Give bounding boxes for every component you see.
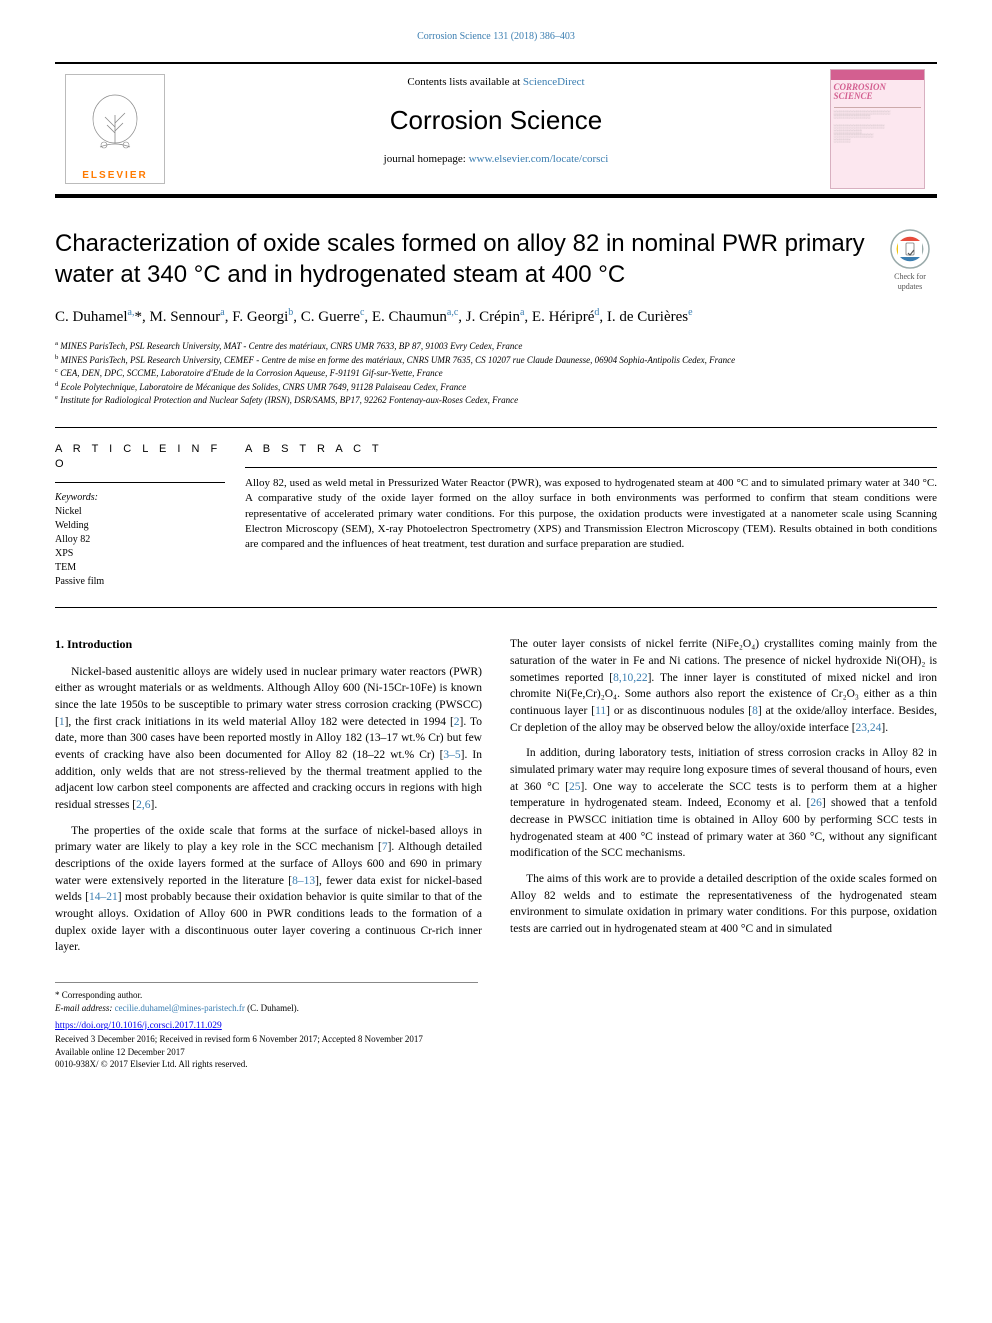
copyright-line: 0010-938X/ © 2017 Elsevier Ltd. All righ… [55,1058,937,1071]
citation-link[interactable]: 23,24 [856,722,882,734]
doi-link[interactable]: https://doi.org/10.1016/j.corsci.2017.11… [55,1021,222,1031]
citation-link[interactable]: 26 [810,797,822,809]
journal-homepage-link[interactable]: www.elsevier.com/locate/corsci [469,153,609,165]
body-paragraph: The properties of the oxide scale that f… [55,823,482,956]
citation-link[interactable]: 2 [454,716,460,728]
journal-cover-block: CORROSION SCIENCE ░░░░░░░░░░░░░░░░░░░░░░… [817,69,937,189]
homepage-prefix: journal homepage: [384,153,469,165]
affiliation-line: a MINES ParisTech, PSL Research Universi… [55,339,937,353]
abstract-heading: A B S T R A C T [245,442,937,457]
article-history: Received 3 December 2016; Received in re… [55,1033,937,1046]
info-abstract-row: A R T I C L E I N F O Keywords: NickelWe… [55,427,937,608]
journal-title: Corrosion Science [175,103,817,138]
elsevier-logo: ELSEVIER [65,74,165,184]
citation-link[interactable]: 8–13 [292,875,315,887]
sciencedirect-link[interactable]: ScienceDirect [523,76,585,88]
body-paragraph: The outer layer consists of nickel ferri… [510,636,937,736]
abstract-column: A B S T R A C T Alloy 82, used as weld m… [245,442,937,589]
citation-link[interactable]: 11 [595,705,606,717]
keyword-item: Nickel [55,505,225,519]
masthead: ELSEVIER Contents lists available at Sci… [55,62,937,198]
authors-line: C. Duhamela,*, M. Sennoura, F. Georgib, … [55,305,937,329]
keyword-item: Passive film [55,575,225,589]
section-1-heading: 1. Introduction [55,636,482,653]
contents-available-line: Contents lists available at ScienceDirec… [175,75,817,90]
check-for-updates-label: Check for updates [894,272,926,292]
keyword-item: XPS [55,547,225,561]
citation-link[interactable]: 8 [752,705,758,717]
citation-link[interactable]: 14–21 [89,891,118,903]
body-two-column: 1. Introduction Nickel-based austenitic … [55,636,937,956]
publisher-name: ELSEVIER [82,169,147,183]
citation-link[interactable]: 25 [569,781,581,793]
keyword-item: Alloy 82 [55,533,225,547]
affiliation-line: b MINES ParisTech, PSL Research Universi… [55,353,937,367]
email-suffix: (C. Duhamel). [245,1003,299,1013]
body-paragraph: The aims of this work are to provide a d… [510,871,937,938]
doi-line: https://doi.org/10.1016/j.corsci.2017.11… [55,1020,937,1033]
citation-link[interactable]: 2,6 [136,799,150,811]
cover-title-2: SCIENCE [834,92,921,101]
article-title: Characterization of oxide scales formed … [55,228,867,290]
article-info-heading: A R T I C L E I N F O [55,442,225,472]
corresponding-author-line: * Corresponding author. [55,989,478,1002]
body-paragraph: In addition, during laboratory tests, in… [510,745,937,862]
journal-cover-thumbnail: CORROSION SCIENCE ░░░░░░░░░░░░░░░░░░░░░░… [830,69,925,189]
email-line: E-mail address: cecilie.duhamel@mines-pa… [55,1002,478,1015]
affiliation-line: d Ecole Polytechnique, Laboratoire de Mé… [55,380,937,394]
body-paragraph: Nickel-based austenitic alloys are widel… [55,664,482,814]
journal-homepage-line: journal homepage: www.elsevier.com/locat… [175,152,817,167]
citation-link[interactable]: 8,10,22 [613,672,648,684]
citation-link[interactable]: 3–5 [443,749,460,761]
check-for-updates-badge[interactable]: Check for updates [883,228,937,294]
article-info-column: A R T I C L E I N F O Keywords: NickelWe… [55,442,245,589]
keyword-item: Welding [55,519,225,533]
affiliation-line: e Institute for Radiological Protection … [55,393,937,407]
corresponding-email-link[interactable]: cecilie.duhamel@mines-paristech.fr [115,1003,245,1013]
available-online: Available online 12 December 2017 [55,1046,937,1059]
citation-link[interactable]: 7 [382,841,388,853]
corresponding-footer: * Corresponding author. E-mail address: … [55,982,478,1014]
title-row: Characterization of oxide scales formed … [55,228,937,294]
affiliations-block: a MINES ParisTech, PSL Research Universi… [55,339,937,407]
abstract-text: Alloy 82, used as weld metal in Pressuri… [245,476,937,553]
publisher-logo-block: ELSEVIER [55,69,175,189]
keywords-label: Keywords: [55,491,225,505]
email-label: E-mail address: [55,1003,115,1013]
contents-prefix: Contents lists available at [407,76,522,88]
running-header: Corrosion Science 131 (2018) 386–403 [55,30,937,44]
affiliation-line: c CEA, DEN, DPC, SCCME, Laboratoire d'Et… [55,366,937,380]
masthead-center: Contents lists available at ScienceDirec… [175,69,817,189]
citation-link[interactable]: 1 [59,716,65,728]
crossmark-icon [889,228,931,270]
keyword-item: TEM [55,561,225,575]
elsevier-tree-icon [80,87,150,167]
